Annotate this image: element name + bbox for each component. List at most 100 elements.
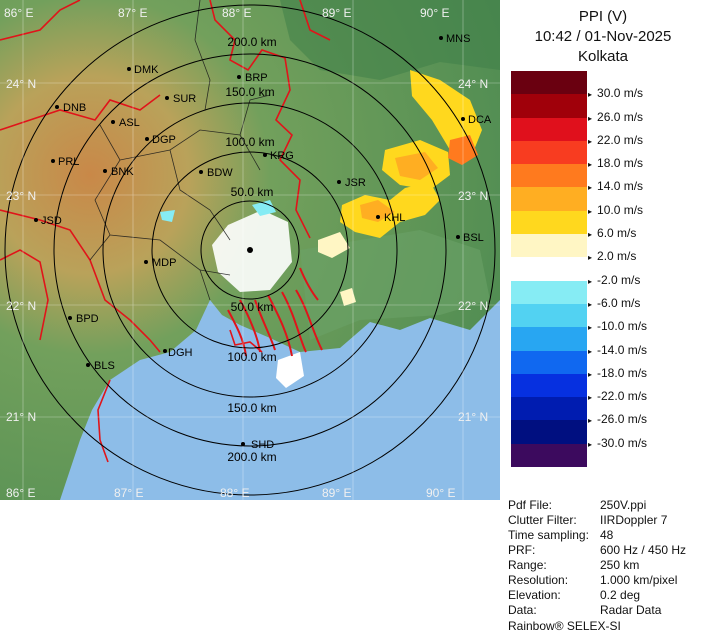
tick-icon: ▸ xyxy=(588,369,593,379)
info-row: Time sampling: 48 xyxy=(508,528,704,543)
color-scale-label: ▸ 10.0 m/s xyxy=(588,203,643,217)
color-swatch xyxy=(511,71,587,95)
color-scale-label: ▸ -14.0 m/s xyxy=(588,343,647,357)
scale-value: 14.0 m/s xyxy=(597,179,644,194)
color-swatch xyxy=(511,140,587,165)
color-scale-label: ▸ -26.0 m/s xyxy=(588,412,647,426)
lat-label-23-right: 23° N xyxy=(458,189,488,203)
city-label-asl: ASL xyxy=(119,117,140,129)
scale-value: -30.0 m/s xyxy=(597,435,648,450)
lon-label-87-bottom: 87° E xyxy=(114,486,143,500)
info-key: Data: xyxy=(508,603,537,617)
color-swatch xyxy=(511,187,587,212)
city-label-bnk: BNK xyxy=(111,166,134,178)
blank-area xyxy=(0,500,500,642)
city-label-shd: SHD xyxy=(251,439,274,451)
radar-echoes xyxy=(160,70,482,388)
info-row: Elevation: 0.2 deg xyxy=(508,588,704,603)
info-row: Data: Radar Data xyxy=(508,603,704,618)
color-swatch xyxy=(511,210,587,235)
city-label-jsd: JSD xyxy=(41,215,62,227)
city-label-prl: PRL xyxy=(58,156,79,168)
color-swatch xyxy=(511,443,587,468)
tick-icon: ▸ xyxy=(588,416,593,426)
color-scale-label: ▸ 2.0 m/s xyxy=(588,249,636,263)
tick-icon: ▸ xyxy=(588,439,593,449)
info-value: 250V.ppi xyxy=(600,498,647,512)
ring-label-100-south: 100.0 km xyxy=(227,350,276,364)
city-label-dnb: DNB xyxy=(63,102,86,114)
tick-icon: ▸ xyxy=(588,183,593,193)
color-scale-label: ▸ -6.0 m/s xyxy=(588,296,640,310)
info-key: Range: xyxy=(508,558,547,572)
ring-label-150-north: 150.0 km xyxy=(225,85,274,99)
city-label-dmk: DMK xyxy=(134,64,159,76)
ring-label-50-south: 50.0 km xyxy=(231,300,274,314)
info-row: PRF: 600 Hz / 450 Hz xyxy=(508,543,704,558)
lon-label-86-top: 86° E xyxy=(4,6,33,20)
info-key: Elevation: xyxy=(508,588,561,602)
color-swatch xyxy=(511,234,587,258)
ring-label-200-south: 200.0 km xyxy=(227,450,276,464)
tick-icon: ▸ xyxy=(588,299,593,309)
city-label-bls: BLS xyxy=(94,360,115,372)
city-label-krg: KRG xyxy=(270,150,294,162)
color-swatch xyxy=(511,117,587,142)
color-scale-label: ▸ 14.0 m/s xyxy=(588,179,643,193)
scale-value: -10.0 m/s xyxy=(597,319,648,334)
lon-label-89-bottom: 89° E xyxy=(322,486,351,500)
color-swatch xyxy=(511,257,587,282)
info-value: 0.2 deg xyxy=(600,588,641,602)
city-label-dgh: DGH xyxy=(168,347,193,359)
city-label-brp: BRP xyxy=(245,72,268,84)
city-label-sur: SUR xyxy=(173,93,196,105)
footer-credit: Rainbow® SELEX-SI xyxy=(508,619,621,633)
city-label-mdp: MDP xyxy=(152,257,176,269)
info-key: PRF: xyxy=(508,543,536,557)
lon-label-88-bottom: 88° E xyxy=(220,486,249,500)
city-label-dca: DCA xyxy=(468,114,492,126)
tick-icon: ▸ xyxy=(588,160,593,170)
scale-value: 6.0 m/s xyxy=(597,226,637,241)
info-key: Time sampling: xyxy=(508,528,589,542)
info-value: 250 km xyxy=(600,558,640,572)
state-borders xyxy=(0,0,331,463)
info-row: Resolution: 1.000 km/pixel xyxy=(508,573,704,588)
color-swatch xyxy=(511,280,587,305)
scale-value: -6.0 m/s xyxy=(597,295,641,310)
color-scale-label: ▸ 6.0 m/s xyxy=(588,226,636,240)
scale-value: -22.0 m/s xyxy=(597,389,648,404)
lon-label-86-bottom: 86° E xyxy=(6,486,35,500)
tick-icon: ▸ xyxy=(588,323,593,333)
color-swatch xyxy=(511,94,587,119)
info-value: 1.000 km/pixel xyxy=(600,573,678,587)
color-scale-label: ▸ -2.0 m/s xyxy=(588,273,640,287)
lat-label-23-left: 23° N xyxy=(6,189,36,203)
color-scale-label: ▸ -22.0 m/s xyxy=(588,389,647,403)
lat-label-24-right: 24° N xyxy=(458,77,488,91)
color-swatch xyxy=(511,397,587,421)
product-info: Pdf File: 250V.ppi Clutter Filter: IIRDoppl… xyxy=(508,498,704,618)
color-swatch xyxy=(511,164,587,188)
scale-value: -18.0 m/s xyxy=(597,365,648,380)
lat-label-22-left: 22° N xyxy=(6,299,36,313)
info-value: IIRDoppler 7 xyxy=(600,513,668,527)
city-label-mns: MNS xyxy=(446,33,470,45)
lon-label-90-bottom: 90° E xyxy=(426,486,455,500)
info-key: Clutter Filter: xyxy=(508,513,577,527)
tick-icon: ▸ xyxy=(588,136,593,146)
tick-icon: ▸ xyxy=(588,90,593,100)
color-scale xyxy=(511,71,587,468)
lon-label-88-top: 88° E xyxy=(222,6,251,20)
lat-label-21-right: 21° N xyxy=(458,410,488,424)
range-rings xyxy=(4,4,496,496)
radar-site xyxy=(247,247,253,253)
info-key: Resolution: xyxy=(508,573,569,587)
color-scale-label: ▸ 30.0 m/s xyxy=(588,86,643,100)
product-datetime: 10:42 / 01-Nov-2025 xyxy=(534,28,672,45)
lat-label-21-left: 21° N xyxy=(6,410,36,424)
info-value: 600 Hz / 450 Hz xyxy=(600,543,687,557)
color-scale-label: ▸ -10.0 m/s xyxy=(588,319,647,333)
info-key: Pdf File: xyxy=(508,498,553,512)
info-row: Clutter Filter: IIRDoppler 7 xyxy=(508,513,704,528)
